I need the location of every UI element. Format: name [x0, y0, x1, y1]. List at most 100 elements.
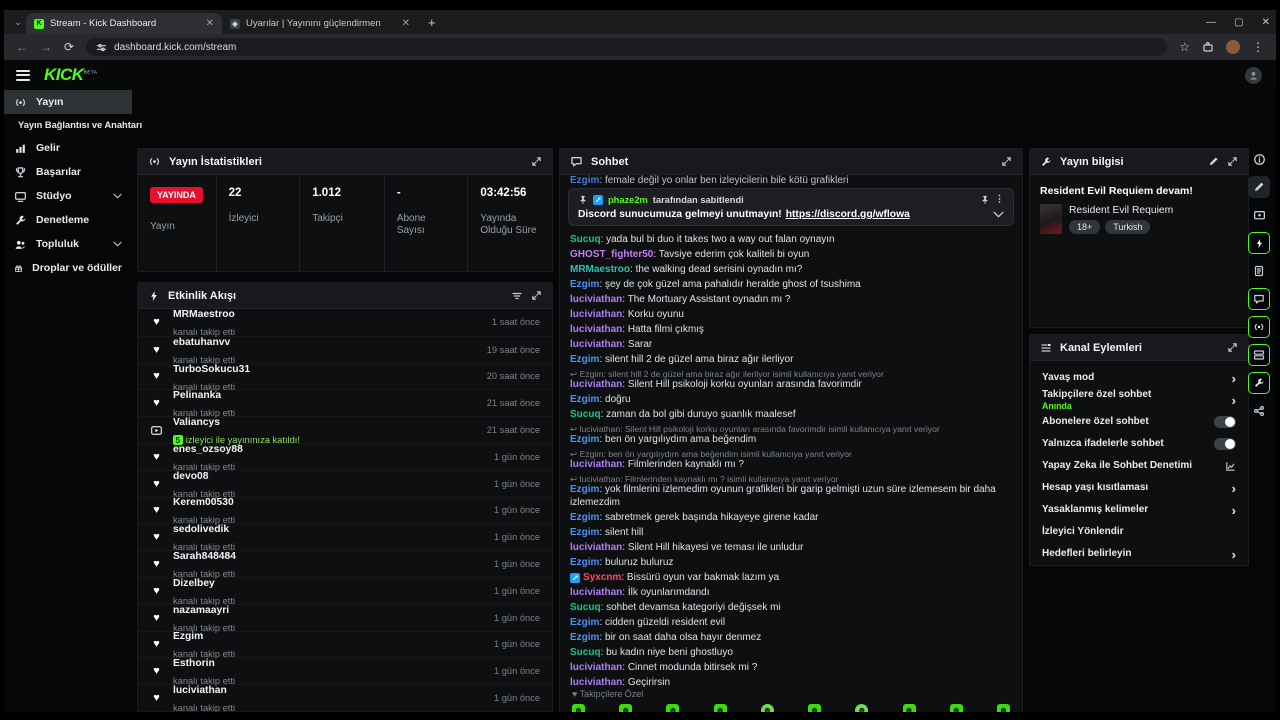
chat-message[interactable]: ↩ Ezgim: doğru: [570, 394, 631, 405]
bookmark-star-icon[interactable]: ☆: [1179, 40, 1190, 54]
sidebar-item-yayin[interactable]: Yayın: [4, 90, 132, 114]
chat-message[interactable]: ↩ luciviathan: Hatta filmi çıkmış: [570, 324, 704, 335]
chat-message[interactable]: ↩ luciviathan: Silent Hill hikayesi ve t…: [570, 541, 804, 553]
layout-icon[interactable]: [1248, 344, 1270, 366]
green-smiley-emote[interactable]: ☻: [572, 704, 585, 712]
cast-icon[interactable]: [1248, 204, 1270, 226]
expand-icon[interactable]: [531, 156, 542, 167]
activity-row[interactable]: ♥ sedolivedik kanalı takip etti 1 gün ön…: [138, 523, 552, 552]
sidebar-item-basarilar[interactable]: Başarılar: [4, 160, 132, 184]
chat-username[interactable]: Ezgim: [570, 394, 600, 405]
sidebar-item-yayin-baglantisi[interactable]: Yayın Bağlantısı ve Anahtarı: [18, 120, 143, 130]
chat-message[interactable]: ↩ Ezgim: sabretmek gerek başında hikayey…: [570, 511, 819, 523]
reload-icon[interactable]: ⟳: [64, 40, 75, 54]
channel-action-row[interactable]: Takipçilere özel sohbet Anında ›: [1030, 389, 1248, 411]
expand-icon[interactable]: [1001, 156, 1012, 167]
chat-message[interactable]: ↩ luciviathan: Sarar: [570, 339, 653, 350]
activity-row[interactable]: ♥ Kerem00530 kanalı takip etti 1 gün önc…: [138, 496, 552, 525]
chat-username[interactable]: Ezgim: [570, 354, 600, 365]
green-smiley-emote[interactable]: ☻: [949, 704, 963, 712]
edit-icon[interactable]: [1248, 176, 1270, 198]
site-settings-icon[interactable]: [96, 42, 107, 53]
chat-message[interactable]: ↩ luciviathan: The Mortuary Assistant oy…: [570, 294, 791, 305]
browser-tab-stream[interactable]: K Stream - Kick Dashboard ✕: [26, 13, 222, 34]
tab-close-icon[interactable]: ✕: [205, 18, 214, 29]
activity-row[interactable]: ♥ TurboSokucu31 kanalı takip etti 20 saa…: [138, 362, 552, 392]
expand-icon[interactable]: [1227, 156, 1238, 167]
browser-profile-avatar[interactable]: [1226, 40, 1240, 54]
chat-username[interactable]: luciviathan: [570, 339, 623, 350]
chat-message[interactable]: ↩ Ezgim: buluruz buluruz: [570, 556, 674, 568]
maximize-button[interactable]: ▢: [1234, 16, 1244, 28]
activity-row[interactable]: ♥ MRMaestroo kanalı takip etti 1 saat ön…: [138, 309, 552, 337]
pinned-by-user[interactable]: phaze2m: [608, 194, 648, 205]
share-icon[interactable]: [1248, 400, 1270, 422]
chat-message[interactable]: ↩ luciviathan: Silent Hill psikoloji kor…: [570, 424, 1012, 447]
pin-icon[interactable]: [980, 195, 990, 205]
chat-message[interactable]: ↩ Ezgim: bir on saat daha olsa hayır den…: [570, 631, 762, 643]
chat-username[interactable]: Ezgim: [570, 511, 600, 523]
channel-action-row[interactable]: Yasaklanmış kelimeler ›: [1030, 499, 1248, 521]
back-icon[interactable]: ←: [16, 40, 28, 54]
channel-action-row[interactable]: Abonelere özel sohbet ›: [1030, 411, 1248, 433]
chat-username[interactable]: luciviathan: [570, 309, 623, 320]
green-grid-emote[interactable]: ☻: [713, 704, 727, 712]
broadcast-icon[interactable]: [1248, 316, 1270, 338]
chat-message[interactable]: ↩ luciviathan: Filmlerinden kaynaklı mı …: [570, 474, 1012, 509]
green-smiley-emote[interactable]: ☻: [996, 704, 1010, 712]
sidebar-item-studyo[interactable]: Stüdyo: [4, 184, 132, 208]
chat-username[interactable]: Ezgim: [570, 526, 600, 538]
green-smiley-emote[interactable]: ☻: [666, 704, 680, 712]
chat-message[interactable]: ↩ Ezgim: silent hill 2 de güzel ama bira…: [570, 369, 1012, 392]
chat-username[interactable]: MRMaestroo: [570, 264, 631, 275]
bolt-icon[interactable]: [1248, 232, 1270, 254]
chevron-down-icon[interactable]: [993, 211, 1004, 218]
chat-username[interactable]: Ezgim: [570, 434, 600, 445]
toggle-switch[interactable]: [1214, 438, 1236, 450]
pinned-link[interactable]: https://discord.gg/wflowa: [785, 209, 910, 220]
chat-username[interactable]: luciviathan: [570, 459, 623, 470]
game-cover-thumbnail[interactable]: [1040, 204, 1062, 234]
close-button[interactable]: ✕: [1261, 16, 1270, 28]
chat-username[interactable]: Ezgim: [570, 279, 600, 290]
chat-username[interactable]: GHOST_fighter50: [570, 249, 654, 260]
channel-action-row[interactable]: Yapay Zeka ile Sohbet Denetimi ›: [1030, 455, 1248, 477]
character-emote[interactable]: ☻: [855, 704, 869, 712]
toggle-switch[interactable]: [1214, 416, 1236, 428]
filter-icon[interactable]: [511, 290, 523, 302]
character-emote[interactable]: ☻: [760, 704, 774, 712]
activity-row[interactable]: ♥ luciviathan kanalı takip etti 1 gün ön…: [138, 684, 552, 712]
green-smiley-emote[interactable]: ☻: [808, 704, 822, 712]
wrench-icon[interactable]: [1248, 372, 1270, 394]
chat-message[interactable]: ↩ MRMaestroo: the walking dead serisini …: [570, 264, 803, 275]
chat-message[interactable]: ↩ luciviathan: Cinnet modunda bitirsek m…: [570, 661, 758, 673]
channel-action-row[interactable]: Yavaş mod ›: [1030, 367, 1248, 389]
menu-icon[interactable]: [16, 67, 30, 83]
chat-message[interactable]: ↩ Sucuq: sohbet devamsa kategoriyi değiş…: [570, 601, 781, 613]
chat-icon[interactable]: [1248, 288, 1270, 310]
chat-username[interactable]: Ezgim: [570, 631, 600, 643]
chat-message[interactable]: ↩ GHOST_fighter50: Tavsiye ederim çok ka…: [570, 249, 810, 260]
green-smiley-emote[interactable]: ☻: [902, 704, 916, 712]
chat-messages[interactable]: ↩ Sucuq: yada bul bi duo it takes two a …: [560, 232, 1022, 687]
channel-action-row[interactable]: Yalnızca ifadelerle sohbet ›: [1030, 433, 1248, 455]
activity-row[interactable]: ♥ nazamaayri kanalı takip etti 1 gün önc…: [138, 603, 552, 633]
chat-message[interactable]: ↩ luciviathan: Geçirirsin: [570, 676, 671, 688]
info-icon[interactable]: [1248, 148, 1270, 170]
channel-action-row[interactable]: Hesap yaşı kısıtlaması ›: [1030, 477, 1248, 499]
chat-username[interactable]: luciviathan: [570, 294, 623, 305]
chat-username[interactable]: luciviathan: [570, 676, 623, 688]
user-avatar[interactable]: [1245, 67, 1262, 84]
chat-username[interactable]: Sucuq: [570, 601, 601, 613]
sidebar-item-topluluk[interactable]: Topluluk: [4, 232, 132, 256]
activity-row[interactable]: ♥ Dizelbey kanalı takip etti 1 gün önce: [138, 576, 552, 606]
chat-username[interactable]: luciviathan: [570, 661, 623, 673]
sidebar-item-gelir[interactable]: Gelir: [4, 136, 132, 160]
chat-username[interactable]: luciviathan: [570, 379, 623, 390]
tab-search-icon[interactable]: ⌄: [14, 16, 22, 27]
browser-menu-icon[interactable]: ⋮: [1252, 40, 1264, 54]
chat-username[interactable]: Sucuq: [570, 234, 601, 245]
chat-username[interactable]: luciviathan: [570, 541, 623, 553]
chat-username[interactable]: Ezgim: [570, 616, 600, 628]
